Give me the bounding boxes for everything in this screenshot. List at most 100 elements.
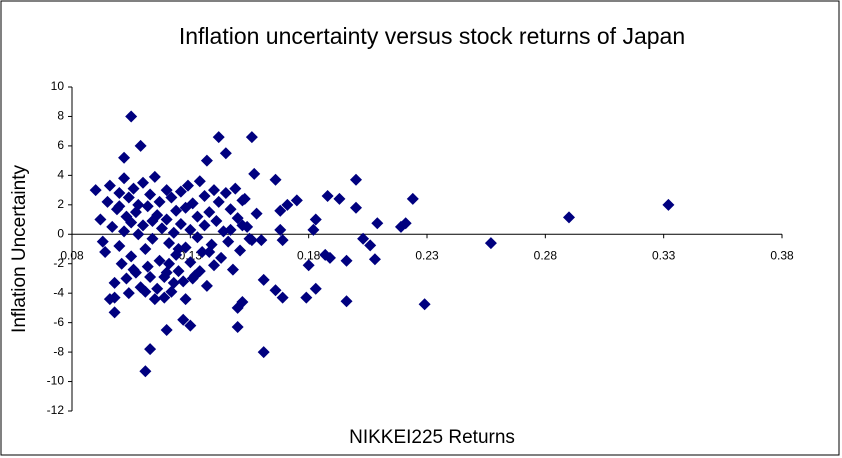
point [563,211,575,224]
point [250,207,263,220]
point [158,291,171,304]
point [139,285,152,298]
point [224,203,237,216]
y-tick-label: 0 [57,226,64,240]
point [307,223,320,236]
point [122,191,135,204]
point [200,279,213,292]
point [177,313,190,326]
point [94,213,107,226]
point [144,270,157,283]
point [186,272,199,285]
point [172,265,185,278]
point [132,228,145,241]
point [198,189,211,202]
point [160,184,173,197]
point [163,237,176,250]
point [191,231,204,244]
point [139,243,152,255]
point [274,223,287,236]
point [139,365,152,378]
point [153,195,166,208]
point [108,306,121,319]
point [113,200,126,213]
point [125,250,138,263]
point [160,213,173,226]
point [217,225,230,238]
point [231,321,244,334]
point [196,245,209,258]
point [141,200,154,213]
point [170,204,183,217]
point [662,198,675,211]
point [174,185,187,198]
point [186,197,199,210]
point [229,182,242,195]
point [184,256,197,269]
point [238,192,251,205]
point [399,217,412,230]
point [222,235,235,248]
point [108,276,121,289]
point [212,131,225,144]
point [148,293,161,306]
point [174,217,187,230]
x-tick-label: 0.28 [534,248,558,262]
x-tick-label: 0.38 [770,248,794,262]
point [118,225,131,238]
y-tick-label: -6 [53,315,64,329]
point [257,273,270,286]
y-tick-label: 6 [57,138,64,152]
point [118,151,131,164]
point [269,284,282,297]
point [276,234,289,247]
y-tick-label: 8 [57,109,64,123]
point [210,215,223,228]
x-tick-label: 0.23 [415,248,439,262]
point [141,260,154,273]
point [184,223,197,236]
y-tick-label: -2 [53,256,64,270]
point [269,173,282,186]
point [406,192,419,205]
point [144,188,157,201]
point [101,195,114,208]
point [167,226,180,239]
point [364,239,377,252]
point [276,291,289,304]
point [146,232,159,245]
y-tick-label: -12 [47,403,65,417]
point [89,184,102,197]
point [137,176,149,189]
y-axis-title: Inflation Uncertainty [9,165,30,333]
point [200,154,213,167]
point [274,204,287,217]
x-tick-label: 0.18 [297,248,321,262]
x-tick-label: 0.33 [652,248,676,262]
point [219,187,232,200]
point [167,276,180,289]
point [245,131,258,144]
point [236,219,249,232]
point [181,179,194,192]
point [203,245,216,258]
point [127,263,140,276]
point [179,293,192,306]
point [350,173,362,186]
y-tick-label: -4 [53,285,64,299]
point [177,275,190,288]
point [134,139,147,152]
x-axis-title: NIKKEI225 Returns [349,427,515,448]
point [118,172,131,185]
point [125,216,138,229]
point [137,219,149,232]
point [191,210,204,223]
point [99,245,112,258]
point [127,182,140,195]
point [106,220,119,233]
point [484,237,497,250]
point [219,147,232,160]
point [231,301,244,314]
point [160,266,173,279]
point [357,232,370,245]
